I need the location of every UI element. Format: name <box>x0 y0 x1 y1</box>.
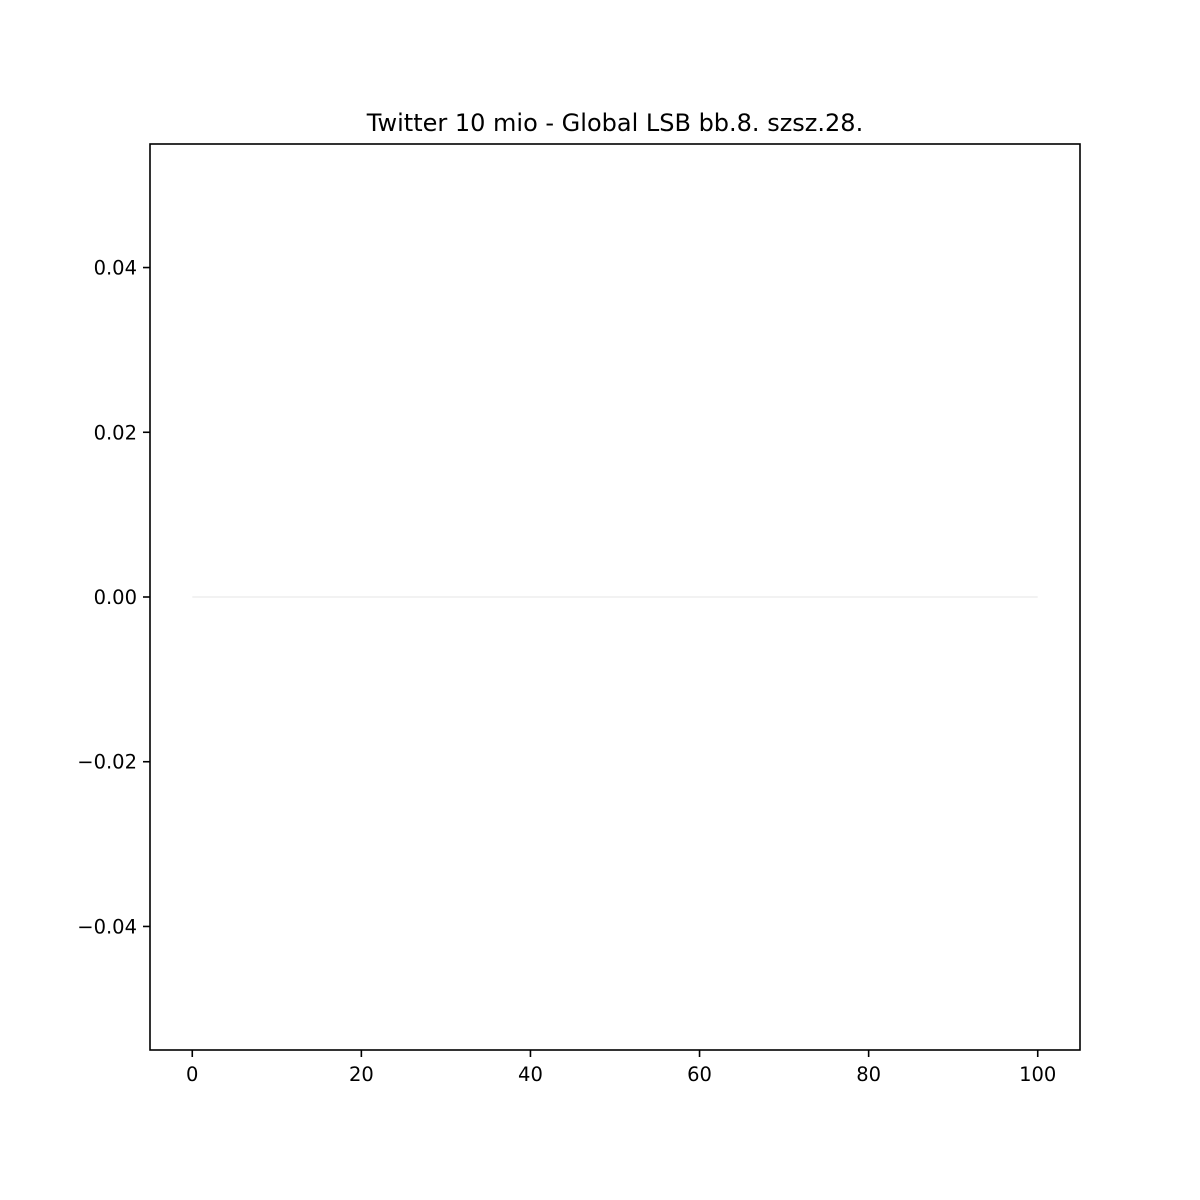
y-tick-label: 0.04 <box>94 257 137 280</box>
x-tick-label: 100 <box>1019 1063 1056 1086</box>
y-tick-label: −0.02 <box>77 751 137 774</box>
y-tick-label: 0.00 <box>94 586 137 609</box>
x-tick-label: 0 <box>186 1063 198 1086</box>
x-tick-label: 20 <box>349 1063 374 1086</box>
x-axis: 0 20 40 60 80 100 <box>186 1050 1056 1086</box>
x-tick-label: 80 <box>856 1063 881 1086</box>
chart-title: Twitter 10 mio - Global LSB bb.8. szsz.2… <box>366 109 863 137</box>
y-axis: 0.04 0.02 0.00 −0.02 −0.04 <box>77 257 150 938</box>
plot-frame <box>149 143 1081 1051</box>
x-tick-label: 40 <box>518 1063 543 1086</box>
x-tick-label: 60 <box>687 1063 712 1086</box>
y-tick-label: −0.04 <box>77 915 137 938</box>
y-tick-label: 0.02 <box>94 421 137 444</box>
